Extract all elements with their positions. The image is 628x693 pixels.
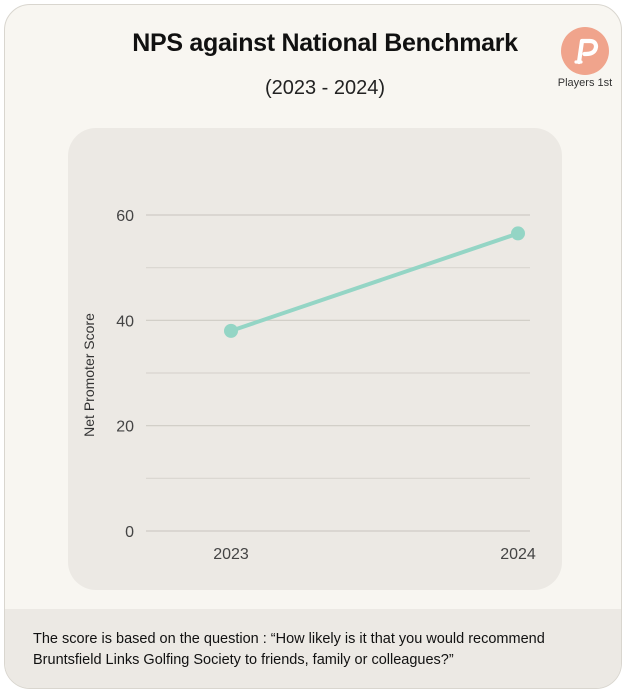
y-tick-label: 0 (125, 524, 134, 541)
y-axis-label: Net Promoter Score (81, 313, 97, 437)
y-tick-label: 40 (116, 313, 134, 330)
data-point (511, 226, 525, 241)
data-point (224, 323, 238, 338)
x-tick-label: 2024 (500, 546, 536, 563)
line-chart: 0 20 40 60 2023 2024 Net Promoter Score (81, 208, 536, 563)
chart-panel: 0 20 40 60 2023 2024 Net Promoter Score (68, 128, 562, 590)
footer-panel (5, 609, 621, 688)
page-subtitle: (2023 - 2024) (264, 77, 386, 99)
y-tick-label: 60 (116, 208, 134, 225)
x-tick-label: 2023 (213, 546, 249, 563)
logo-text: Players 1st (557, 77, 613, 89)
page-title: NPS against National Benchmark (132, 29, 518, 57)
footer-note: The score is based on the question : “Ho… (33, 631, 545, 668)
p-logo-icon (574, 38, 599, 65)
y-tick-label: 20 (116, 419, 134, 436)
chart-card: NPS against National Benchmark (2023 - 2… (4, 4, 622, 689)
players-1st-logo-icon (561, 27, 609, 75)
series-line (229, 231, 520, 333)
